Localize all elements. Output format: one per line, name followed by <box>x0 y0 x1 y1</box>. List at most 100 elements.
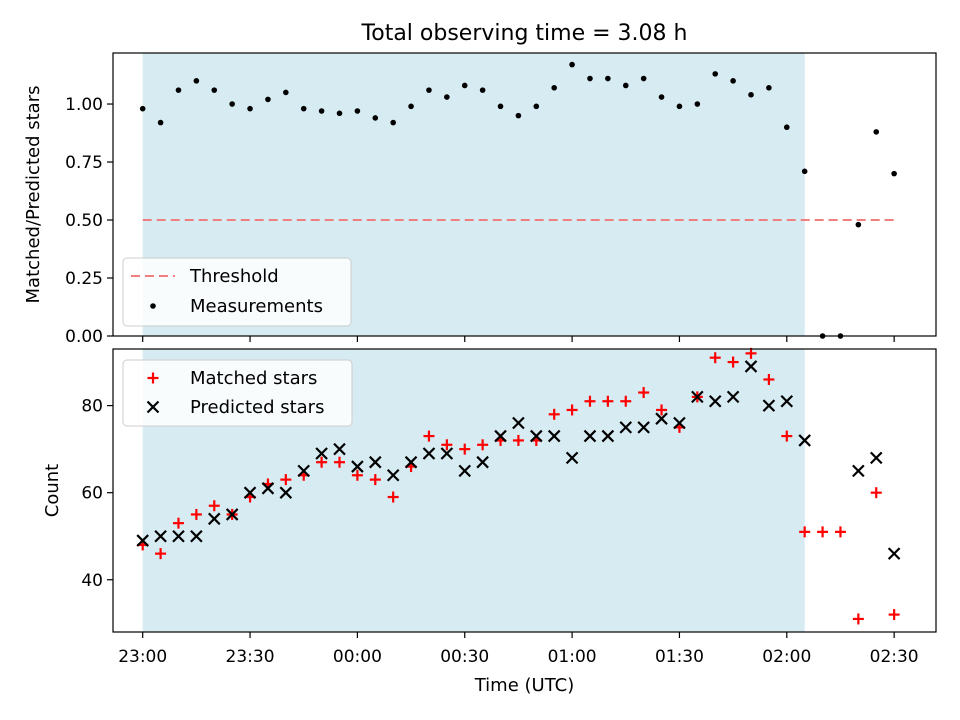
measurement-point <box>533 103 540 110</box>
measurement-point <box>748 91 754 98</box>
x-tick-label: 01:00 <box>548 647 597 667</box>
predicted-star-point <box>261 482 275 495</box>
predicted-star-point <box>673 416 686 430</box>
x-tick-label: 01:30 <box>655 647 704 667</box>
x-marker-b <box>852 464 865 478</box>
predicted-star-point <box>869 451 883 465</box>
predicted-star-point <box>333 442 346 456</box>
x-marker-b <box>386 468 400 482</box>
x-marker-b <box>243 486 257 499</box>
bottom-y-tick-label: 80 <box>81 397 103 417</box>
x-tick-label: 23:00 <box>118 647 167 667</box>
measurement-point <box>157 119 164 126</box>
measurement-point <box>318 108 325 114</box>
x-marker-b <box>279 486 293 499</box>
matched-star-point <box>423 430 435 442</box>
predicted-star-point <box>243 486 257 499</box>
measurement-point <box>300 105 307 112</box>
predicted-star-point <box>655 412 668 425</box>
matched-star-point <box>852 613 864 625</box>
matched-star-point <box>781 430 793 442</box>
predicted-star-point <box>494 429 507 443</box>
top-plot-frame <box>112 52 937 337</box>
matched-star-point <box>870 487 882 499</box>
predicted-star-point <box>190 529 203 543</box>
x-marker-b <box>887 547 901 560</box>
x-tick-label: 02:30 <box>870 647 919 667</box>
matched-star-point <box>584 395 596 407</box>
measurement-point <box>265 96 271 103</box>
predicted-star-point <box>637 421 650 434</box>
predicted-legend-marker <box>146 400 160 414</box>
predicted-star-point <box>619 421 633 434</box>
predicted-star-point <box>369 455 382 469</box>
measurement-points <box>139 61 897 339</box>
predicted-star-point <box>744 360 758 373</box>
chart-title: Total observing time = 3.08 h <box>361 21 688 46</box>
matched-star-point <box>745 347 757 359</box>
measurement-point <box>444 94 450 100</box>
x-marker-b <box>530 429 543 443</box>
star-count-points <box>136 347 901 625</box>
matched-star-point <box>638 387 650 399</box>
x-marker-b <box>207 512 221 526</box>
measurement-point <box>873 129 880 135</box>
measurement-point <box>193 78 200 84</box>
bottom-y-tick-label: 40 <box>81 571 103 591</box>
matched-star-point <box>441 439 453 451</box>
x-marker-b <box>726 390 740 404</box>
x-marker-b <box>798 434 811 447</box>
measurement-point <box>730 78 736 84</box>
measurement-point <box>712 71 719 77</box>
predicted-star-point <box>565 451 579 465</box>
x-marker-b <box>494 429 507 443</box>
x-marker-b <box>190 529 203 543</box>
x-marker-b <box>146 400 160 414</box>
x-axis-label: Time (UTC) <box>474 675 575 696</box>
bottom-legend: Matched stars Predicted stars <box>122 359 353 427</box>
x-marker-b <box>297 464 310 478</box>
x-marker-b <box>172 529 185 543</box>
matched-star-point <box>387 491 399 503</box>
predicted-star-point <box>440 447 454 460</box>
x-marker-b <box>547 429 561 443</box>
top-y-tick-label: 0.25 <box>65 269 103 289</box>
measurement-point <box>247 105 253 112</box>
top-y-axis-label: Matched/Predicted stars <box>23 86 44 304</box>
predicted-star-point <box>601 429 615 443</box>
matched-star-point <box>208 500 220 512</box>
predicted-stars-legend-label: Predicted stars <box>190 397 324 418</box>
measurements-legend-label: Measurements <box>190 296 323 317</box>
matched-star-point <box>172 517 184 529</box>
x-marker-b <box>333 442 346 456</box>
measurement-point <box>139 105 146 112</box>
matched-star-point <box>190 508 202 520</box>
measurement-point <box>569 61 575 68</box>
measurement-point <box>801 168 808 175</box>
x-tick-label: 00:30 <box>440 647 489 667</box>
matched-star-point <box>817 526 829 538</box>
top-y-tick-label: 0.50 <box>65 211 103 231</box>
measurement-point <box>605 75 611 82</box>
x-marker-b <box>422 447 436 460</box>
bottom-panel: 40 60 80 23:00 23:30 00:00 00:30 01:00 01:30 02:… <box>42 347 937 696</box>
x-marker-b <box>762 399 776 412</box>
matched-star-point <box>512 434 524 446</box>
x-marker-b <box>583 429 597 443</box>
x-marker-b <box>655 412 668 425</box>
bottom-y-axis: 40 60 80 <box>81 397 113 591</box>
predicted-star-point <box>386 468 400 482</box>
matched-star-point <box>656 404 668 416</box>
measurement-point <box>408 103 414 110</box>
predicted-star-point <box>351 460 364 473</box>
x-marker-b <box>673 416 686 430</box>
top-y-tick-label: 0.00 <box>65 327 103 347</box>
predicted-star-point <box>887 547 901 560</box>
measurement-point <box>229 101 235 107</box>
x-tick-label: 02:00 <box>762 647 811 667</box>
x-marker-b <box>476 455 489 469</box>
x-marker-b <box>619 421 633 434</box>
bottom-y-tick-label: 60 <box>81 484 103 504</box>
matched-star-point <box>799 526 811 538</box>
measurement-point <box>211 87 218 93</box>
